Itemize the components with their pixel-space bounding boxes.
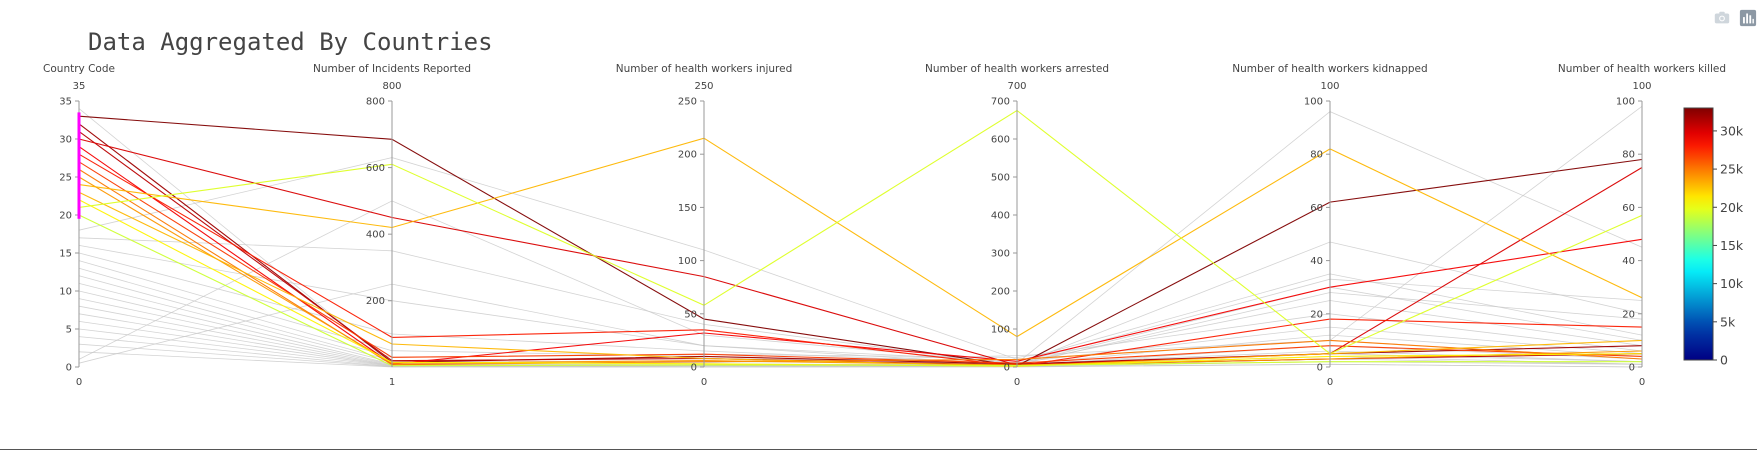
data-line-filtered xyxy=(78,351,1643,368)
axis-tick-label: 0 xyxy=(1317,363,1323,374)
axis-constraint-range xyxy=(77,112,81,219)
axis-range-min: 0 xyxy=(1327,377,1333,388)
axis-range-min: 0 xyxy=(76,377,82,388)
axis-tick-label: 0 xyxy=(66,363,72,374)
axis-tick-label: 150 xyxy=(678,203,697,214)
axis-range-min: 0 xyxy=(1014,377,1020,388)
axis-title: Number of health workers injured xyxy=(616,63,793,75)
data-line xyxy=(78,137,1643,338)
axis-range-max: 100 xyxy=(1320,81,1339,92)
axis-tick-label: 15 xyxy=(59,249,72,260)
axis-tick-label: 0 xyxy=(1004,363,1010,374)
data-line xyxy=(78,115,1643,367)
data-line xyxy=(78,161,1643,364)
axis-range-min: 1 xyxy=(389,377,395,388)
axis-tick-label: 40 xyxy=(1622,256,1635,267)
colorbar-tick-label: 10k xyxy=(1720,276,1744,291)
plotly-logo-icon[interactable] xyxy=(1739,9,1757,27)
data-line-filtered xyxy=(78,283,1643,366)
data-line xyxy=(78,130,1643,366)
axis-tick-label: 30 xyxy=(59,135,72,146)
colorbar: 0 5k 10k 15k 20k 25k 30k xyxy=(1683,107,1744,368)
data-line-filtered xyxy=(78,267,1643,358)
modebar xyxy=(1713,9,1757,27)
axis-tick-label: 700 xyxy=(991,97,1010,108)
axis-tick-label: 100 xyxy=(1304,97,1323,108)
chart-title: Data Aggregated By Countries xyxy=(88,28,493,56)
axis-tick-label: 60 xyxy=(1622,203,1635,214)
data-line xyxy=(78,138,1643,366)
axis-tick-label: 35 xyxy=(59,97,72,108)
axis-tick-label: 200 xyxy=(991,287,1010,298)
data-line xyxy=(78,153,1643,367)
data-line xyxy=(78,214,1642,367)
axis-tick-label: 300 xyxy=(991,249,1010,260)
axis-title: Country Code xyxy=(43,63,115,75)
axis-tick-label: 200 xyxy=(366,296,385,307)
colorbar-tick-label: 5k xyxy=(1720,314,1736,329)
data-line xyxy=(78,168,1643,366)
colorbar-tick-label: 15k xyxy=(1720,238,1744,253)
highlighted-lines xyxy=(78,109,1643,367)
colorbar-tick-label: 25k xyxy=(1720,162,1744,177)
data-line-filtered xyxy=(78,105,1643,360)
axis-tick-label: 0 xyxy=(691,363,697,374)
colorbar-gradient xyxy=(1683,107,1714,361)
axis-tick-label: 600 xyxy=(366,163,385,174)
axis-tick-label: 800 xyxy=(366,97,385,108)
axis-tick-label: 60 xyxy=(1310,203,1323,214)
camera-icon[interactable] xyxy=(1713,9,1731,27)
colorbar-tick-label: 20k xyxy=(1720,200,1744,215)
axis-range-max: 800 xyxy=(382,81,401,92)
axis-tick-label: 200 xyxy=(678,150,697,161)
axis-title: Number of Incidents Reported xyxy=(313,63,471,75)
axis-tick-label: 100 xyxy=(1616,97,1635,108)
axis-tick-label: 80 xyxy=(1310,150,1323,161)
axis-tick-label: 20 xyxy=(1622,309,1635,320)
data-line-filtered xyxy=(78,245,1643,362)
axis-tick-label: 600 xyxy=(991,135,1010,146)
axis-tick-label: 500 xyxy=(991,173,1010,184)
data-line-filtered xyxy=(78,200,1643,364)
axis-range-max: 700 xyxy=(1007,81,1026,92)
data-line xyxy=(78,191,1643,367)
colorbar-tick-label: 30k xyxy=(1720,123,1744,138)
data-line-filtered xyxy=(78,252,1643,365)
axis-range-max: 35 xyxy=(73,81,86,92)
data-line-filtered xyxy=(78,237,1643,366)
axis-tick-label: 40 xyxy=(1310,256,1323,267)
axis-tick-label: 400 xyxy=(366,230,385,241)
bottom-border xyxy=(0,449,1757,450)
axis-tick-label: 5 xyxy=(66,325,72,336)
axis-tick-label: 20 xyxy=(59,211,72,222)
axis-title: Number of health workers arrested xyxy=(925,63,1109,75)
axis-range-min: 0 xyxy=(701,377,707,388)
axis-range-max: 100 xyxy=(1632,81,1651,92)
axis-tick-label: 100 xyxy=(991,325,1010,336)
data-line xyxy=(78,199,1643,367)
axis-tick-label: 50 xyxy=(684,309,697,320)
axis-title: Number of health workers kidnapped xyxy=(1232,63,1427,75)
axis-tick-label: 25 xyxy=(59,173,72,184)
axis-tick-label: 0 xyxy=(1629,363,1635,374)
axis-tick-label: 250 xyxy=(678,97,697,108)
axis-range-max: 250 xyxy=(694,81,713,92)
axis-tick-label: 10 xyxy=(59,287,72,298)
data-line xyxy=(78,176,1643,366)
axis-tick-label: 80 xyxy=(1622,150,1635,161)
axis-range-min: 0 xyxy=(1639,377,1645,388)
axis-tick-label: 400 xyxy=(991,211,1010,222)
axis-tick-label: 20 xyxy=(1310,309,1323,320)
data-line xyxy=(78,109,1643,355)
axis-tick-label: 100 xyxy=(678,256,697,267)
data-line xyxy=(78,146,1643,365)
colorbar-tick-label: 0 xyxy=(1720,353,1728,368)
axis-title: Number of health workers killed xyxy=(1558,63,1726,75)
data-line-filtered xyxy=(78,108,1643,365)
